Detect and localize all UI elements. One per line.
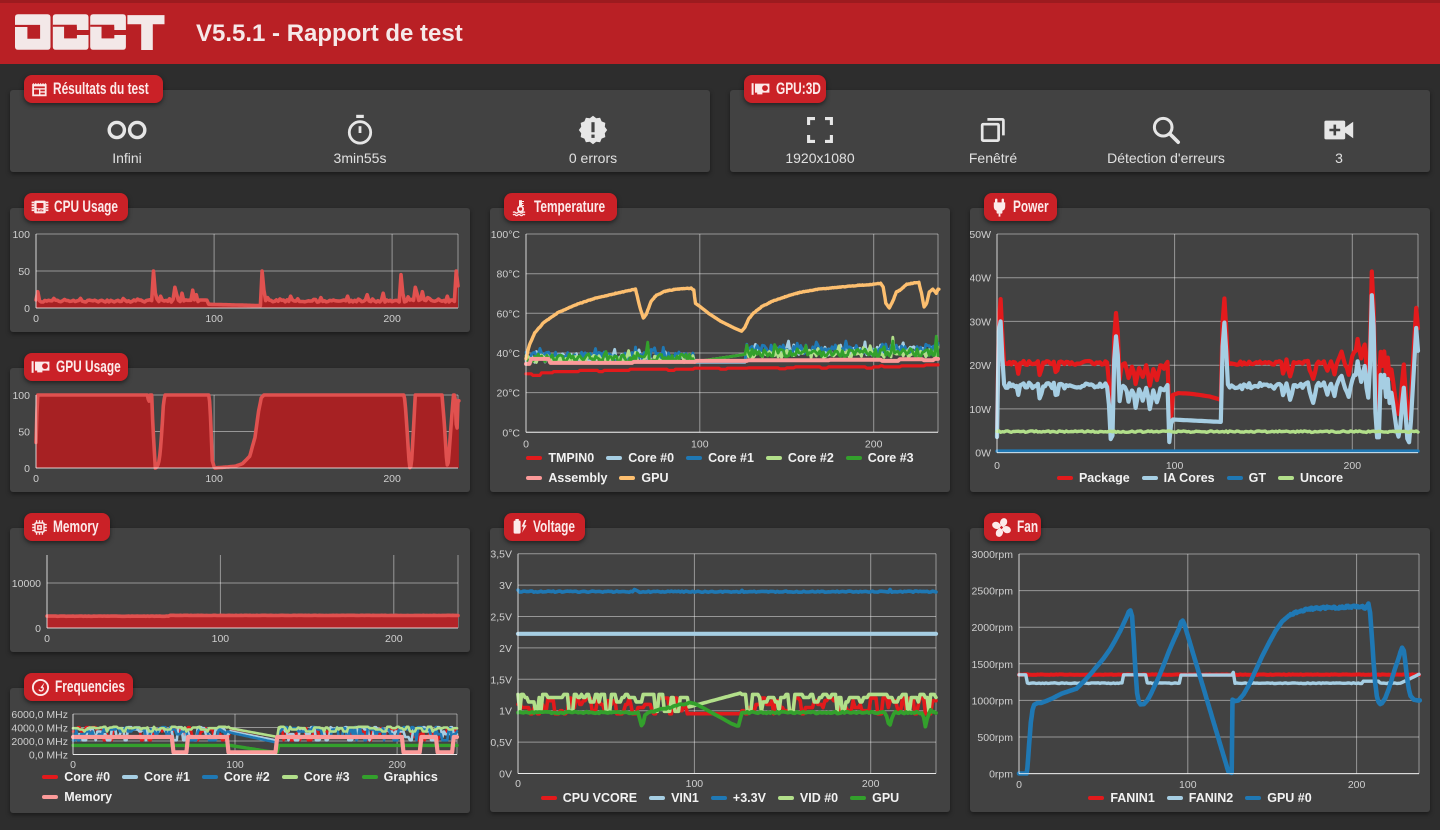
svg-text:20W: 20W bbox=[970, 360, 991, 372]
svg-text:1V: 1V bbox=[499, 706, 512, 718]
svg-text:0: 0 bbox=[70, 759, 76, 771]
svg-text:50: 50 bbox=[18, 266, 30, 278]
svg-text:3,5V: 3,5V bbox=[490, 549, 512, 561]
svg-text:200: 200 bbox=[385, 633, 403, 645]
svg-text:200: 200 bbox=[862, 778, 880, 790]
svg-text:100: 100 bbox=[1179, 779, 1197, 791]
svg-text:2,5V: 2,5V bbox=[490, 612, 512, 624]
svg-text:10W: 10W bbox=[970, 404, 991, 416]
svg-text:60°C: 60°C bbox=[497, 308, 521, 320]
svg-text:0: 0 bbox=[33, 473, 39, 485]
svg-text:0: 0 bbox=[24, 463, 30, 475]
svg-text:200: 200 bbox=[383, 473, 401, 485]
svg-text:500rpm: 500rpm bbox=[977, 732, 1013, 744]
svg-text:200: 200 bbox=[1348, 779, 1366, 791]
svg-text:200: 200 bbox=[865, 439, 883, 451]
svg-text:1000rpm: 1000rpm bbox=[972, 695, 1014, 707]
svg-text:100: 100 bbox=[686, 778, 704, 790]
svg-text:0: 0 bbox=[1016, 779, 1022, 791]
svg-text:4000,0 MHz: 4000,0 MHz bbox=[11, 723, 68, 735]
svg-text:100°C: 100°C bbox=[491, 229, 521, 241]
svg-text:100: 100 bbox=[691, 439, 709, 451]
svg-text:100: 100 bbox=[205, 473, 223, 485]
svg-text:0,5V: 0,5V bbox=[490, 737, 512, 749]
svg-text:30W: 30W bbox=[970, 316, 991, 328]
svg-text:2500rpm: 2500rpm bbox=[972, 586, 1014, 598]
svg-text:6000,0 MHz: 6000,0 MHz bbox=[11, 709, 68, 721]
svg-text:40W: 40W bbox=[970, 273, 991, 285]
svg-text:0: 0 bbox=[24, 303, 30, 315]
svg-text:50W: 50W bbox=[970, 229, 991, 241]
svg-text:200: 200 bbox=[1344, 460, 1362, 472]
svg-text:100: 100 bbox=[212, 633, 230, 645]
svg-text:3000rpm: 3000rpm bbox=[972, 549, 1014, 561]
svg-text:50: 50 bbox=[18, 427, 30, 439]
svg-text:200: 200 bbox=[383, 313, 401, 325]
svg-text:100: 100 bbox=[226, 759, 244, 771]
svg-text:0°C: 0°C bbox=[502, 427, 520, 439]
svg-text:2000,0 MHz: 2000,0 MHz bbox=[11, 736, 68, 748]
svg-text:0: 0 bbox=[515, 778, 521, 790]
svg-text:100: 100 bbox=[12, 390, 30, 402]
svg-text:2000rpm: 2000rpm bbox=[972, 622, 1014, 634]
svg-text:2V: 2V bbox=[499, 643, 512, 655]
svg-text:40°C: 40°C bbox=[497, 348, 521, 360]
svg-text:0: 0 bbox=[994, 460, 1000, 472]
svg-text:0: 0 bbox=[33, 313, 39, 325]
svg-text:3V: 3V bbox=[499, 580, 512, 592]
svg-text:1,5V: 1,5V bbox=[490, 674, 512, 686]
svg-text:0V: 0V bbox=[499, 769, 512, 781]
svg-text:0: 0 bbox=[35, 623, 41, 635]
svg-text:10000: 10000 bbox=[12, 578, 41, 590]
svg-text:0,0 MHz: 0,0 MHz bbox=[29, 750, 68, 762]
svg-text:1500rpm: 1500rpm bbox=[972, 659, 1014, 671]
svg-text:100: 100 bbox=[12, 229, 30, 241]
svg-text:100: 100 bbox=[205, 313, 223, 325]
svg-text:20°C: 20°C bbox=[497, 388, 521, 400]
svg-text:80°C: 80°C bbox=[497, 269, 521, 281]
svg-text:200: 200 bbox=[388, 759, 406, 771]
svg-text:0: 0 bbox=[44, 633, 50, 645]
svg-text:0W: 0W bbox=[975, 448, 991, 460]
svg-text:0: 0 bbox=[523, 439, 529, 451]
svg-text:0rpm: 0rpm bbox=[989, 769, 1013, 781]
svg-text:100: 100 bbox=[1166, 460, 1184, 472]
